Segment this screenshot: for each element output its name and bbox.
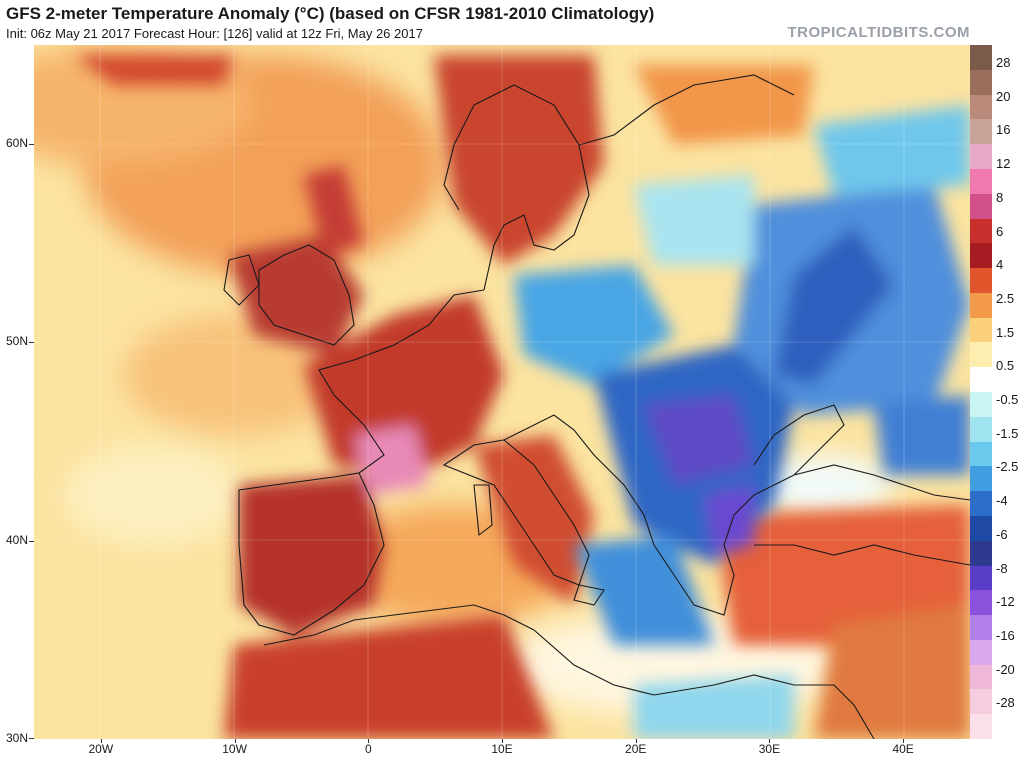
colorbar-label: 20: [996, 88, 1011, 104]
latitude-tick: [29, 540, 34, 542]
colorbar-swatch: [970, 292, 992, 319]
colorbar-label: 4: [996, 257, 1004, 273]
brand-watermark[interactable]: TROPICALTIDBITS.COM: [787, 24, 970, 41]
colorbar-label: 28: [996, 55, 1011, 70]
colorbar-swatch: [970, 69, 992, 96]
longitude-tick: [769, 739, 771, 743]
longitude-label: 10E: [491, 742, 513, 756]
longitude-label: 10W: [222, 742, 247, 756]
colorbar-swatch: [970, 615, 992, 641]
colorbar-swatch: [970, 714, 992, 740]
colorbar-swatch: [970, 466, 992, 492]
page-title: GFS 2-meter Temperature Anomaly (°C) (ba…: [6, 4, 655, 23]
colorbar-swatch: [970, 639, 992, 666]
latitude-tick: [29, 738, 34, 739]
cold-anomaly-east: [514, 105, 970, 739]
warm-anomaly-west: [74, 55, 970, 739]
colorbar-label: -6: [996, 526, 1008, 542]
longitude-tick: [903, 739, 905, 743]
colorbar-swatch: [970, 565, 992, 591]
colorbar-label: -8: [996, 560, 1008, 576]
longitude-label: 20W: [88, 742, 114, 756]
longitude-label: 30E: [758, 742, 781, 756]
colorbar-swatch: [970, 94, 992, 120]
colorbar-swatch: [970, 119, 992, 145]
latitude-tick: [29, 342, 34, 344]
latitude-label: 60N: [5, 136, 28, 151]
colorbar-swatch: [970, 491, 992, 517]
colorbar-label: -1.5: [996, 425, 1019, 441]
colorbar-swatch: [970, 168, 992, 195]
colorbar-label: 6: [996, 223, 1004, 239]
colorbar-swatch: [970, 317, 992, 343]
colorbar-swatch: [970, 590, 992, 616]
longitude-tick: [502, 739, 503, 743]
colorbar-swatch: [970, 243, 992, 269]
colorbar-swatch: [970, 441, 992, 467]
colorbar-swatch: [970, 416, 992, 443]
colorbar-swatch: [970, 218, 992, 244]
colorbar-label: 0.5: [996, 358, 1015, 374]
colorbar-label: 12: [996, 156, 1011, 172]
colorbar-label: -20: [996, 661, 1015, 677]
temperature-anomaly-map: [34, 45, 970, 739]
longitude-label: 20E: [625, 742, 647, 756]
colorbar-label: -28: [996, 695, 1015, 711]
colorbar-label: -12: [996, 594, 1015, 610]
latitude-label: 30N: [5, 731, 28, 745]
colorbar-swatch: [970, 268, 992, 294]
colorbar-label: 8: [996, 189, 1004, 205]
colorbar-swatch: [970, 342, 992, 368]
colorbar-swatch: [970, 45, 992, 71]
colorbar-label: -2.5: [996, 459, 1019, 475]
colorbar-label: -0.5: [996, 392, 1019, 407]
graticule: [34, 45, 970, 739]
colorbar-swatch: [970, 664, 992, 690]
colorbar-swatch: [970, 540, 992, 566]
colorbar-swatch: [970, 392, 992, 418]
longitude-tick: [368, 739, 370, 743]
colorbar-swatch: [970, 144, 992, 170]
colorbar-label: -16: [996, 627, 1015, 643]
colorbar-legend: 28 20 16 12 8 6 4 2.5 1.5 0.5 -0.5 -1.5 -2.5 -4 -6 -8 -1…: [970, 45, 1024, 740]
longitude-tick: [100, 739, 102, 743]
colorbar-label: 2.5: [996, 290, 1015, 306]
longitude-label: 40E: [892, 742, 914, 756]
latitude-label: 40N: [5, 532, 28, 547]
latitude-label: 50N: [5, 334, 28, 349]
latitude-tick: [29, 144, 34, 146]
colorbar-swatch: [970, 515, 992, 542]
colorbar-swatch: [970, 689, 992, 715]
longitude-tick: [635, 739, 637, 743]
colorbar-label: -4: [996, 493, 1008, 509]
colorbar-label: 16: [996, 122, 1011, 138]
longitude-label: 0: [364, 742, 372, 756]
longitude-tick: [234, 739, 236, 743]
colorbar-swatch: [970, 367, 992, 393]
map-canvas: [34, 45, 970, 739]
forecast-info: Init: 06z May 21 2017 Forecast Hour: [12…: [6, 26, 423, 41]
coastlines: [223, 74, 970, 739]
colorbar-label: 1.5: [996, 324, 1015, 340]
colorbar-swatch: [970, 193, 992, 219]
